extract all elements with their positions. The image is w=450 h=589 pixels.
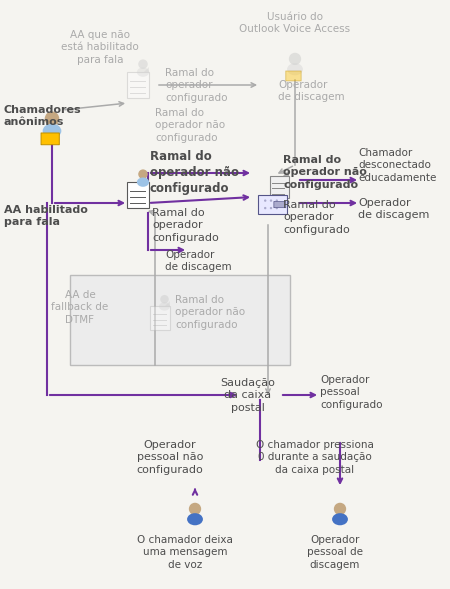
Text: Operador
pessoal não
configurado: Operador pessoal não configurado <box>137 440 203 475</box>
Text: Ramal do
operador
configurado: Ramal do operador configurado <box>165 68 228 103</box>
Text: Operador
de discagem: Operador de discagem <box>358 198 429 220</box>
Ellipse shape <box>137 68 149 77</box>
Text: Ramal do
operador não
configurado: Ramal do operador não configurado <box>283 155 367 190</box>
Ellipse shape <box>43 124 61 138</box>
Circle shape <box>45 111 59 126</box>
Circle shape <box>275 200 278 202</box>
Ellipse shape <box>287 63 303 75</box>
Bar <box>70 275 290 365</box>
Text: Ramal do
operador
configurado: Ramal do operador configurado <box>283 200 350 235</box>
FancyBboxPatch shape <box>41 133 59 145</box>
Polygon shape <box>283 170 288 176</box>
Text: O chamador pressiona
0 durante a saudação
da caixa postal: O chamador pressiona 0 durante a saudaçã… <box>256 440 374 475</box>
Polygon shape <box>144 177 149 182</box>
Circle shape <box>289 53 301 65</box>
Text: Ramal do
operador não
configurado: Ramal do operador não configurado <box>155 108 225 143</box>
Circle shape <box>138 170 148 179</box>
Text: Chamadores
anônimos: Chamadores anônimos <box>4 105 81 127</box>
Circle shape <box>270 200 272 202</box>
FancyBboxPatch shape <box>258 195 287 214</box>
Bar <box>127 72 149 98</box>
Ellipse shape <box>137 177 149 187</box>
FancyBboxPatch shape <box>274 201 286 208</box>
Text: Operador
de discagem: Operador de discagem <box>165 250 232 272</box>
Text: AA habilitado
para fala: AA habilitado para fala <box>4 205 88 227</box>
Text: Ramal do
operador
configurado: Ramal do operador configurado <box>152 208 219 243</box>
Bar <box>150 306 170 330</box>
Text: Operador
de discagem: Operador de discagem <box>278 80 345 102</box>
FancyBboxPatch shape <box>286 71 301 81</box>
Ellipse shape <box>187 513 203 525</box>
Circle shape <box>270 207 272 209</box>
Circle shape <box>275 207 278 209</box>
Polygon shape <box>165 302 170 306</box>
Text: AA de
fallback de
DTMF: AA de fallback de DTMF <box>51 290 108 325</box>
Text: O chamador deixa
uma mensagem
de voz: O chamador deixa uma mensagem de voz <box>137 535 233 570</box>
FancyBboxPatch shape <box>270 176 288 198</box>
Text: Ramal do
operador não
configurado: Ramal do operador não configurado <box>150 150 239 195</box>
Polygon shape <box>144 67 149 72</box>
Bar <box>127 182 149 208</box>
Text: Ramal do
operador não
configurado: Ramal do operador não configurado <box>175 295 245 330</box>
Circle shape <box>264 207 266 209</box>
Circle shape <box>334 503 346 515</box>
Text: Operador
pessoal
configurado: Operador pessoal configurado <box>320 375 382 410</box>
Ellipse shape <box>159 302 170 310</box>
Ellipse shape <box>332 513 348 525</box>
Circle shape <box>160 295 169 303</box>
Text: Operador
pessoal de
discagem: Operador pessoal de discagem <box>307 535 363 570</box>
Text: Usuário do
Outlook Voice Access: Usuário do Outlook Voice Access <box>239 12 351 34</box>
Circle shape <box>138 59 148 69</box>
Text: AA que não
está habilitado
para fala: AA que não está habilitado para fala <box>61 30 139 65</box>
Circle shape <box>264 200 266 202</box>
Text: Chamador
desconectado
educadamente: Chamador desconectado educadamente <box>358 148 436 183</box>
Text: Saudação
da caixa
postal: Saudação da caixa postal <box>220 378 275 413</box>
Circle shape <box>189 503 201 515</box>
